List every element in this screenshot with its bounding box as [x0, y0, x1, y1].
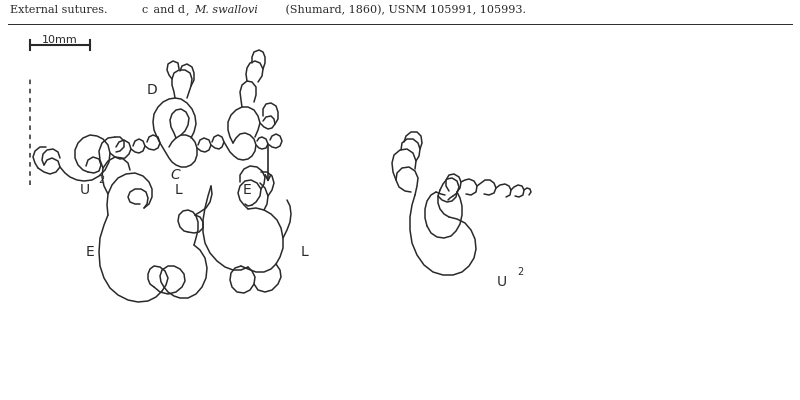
Text: d: d: [178, 5, 185, 15]
Text: U: U: [80, 183, 90, 197]
Text: and: and: [150, 5, 178, 15]
Text: L: L: [301, 245, 309, 259]
Text: C: C: [170, 168, 180, 182]
Text: ,: ,: [186, 5, 193, 15]
Text: 2: 2: [517, 267, 523, 277]
Text: L: L: [174, 183, 182, 197]
Text: E: E: [242, 183, 251, 197]
Text: D: D: [146, 83, 158, 97]
Text: (Shumard, 1860), USNM 105991, 105993.: (Shumard, 1860), USNM 105991, 105993.: [282, 5, 526, 15]
Text: M. swallovi: M. swallovi: [194, 5, 258, 15]
Text: E: E: [86, 245, 94, 259]
Text: U: U: [497, 275, 507, 289]
Text: 10mm: 10mm: [42, 35, 78, 45]
Text: External sutures.: External sutures.: [10, 5, 111, 15]
Text: 2: 2: [98, 175, 104, 185]
Text: c: c: [142, 5, 148, 15]
